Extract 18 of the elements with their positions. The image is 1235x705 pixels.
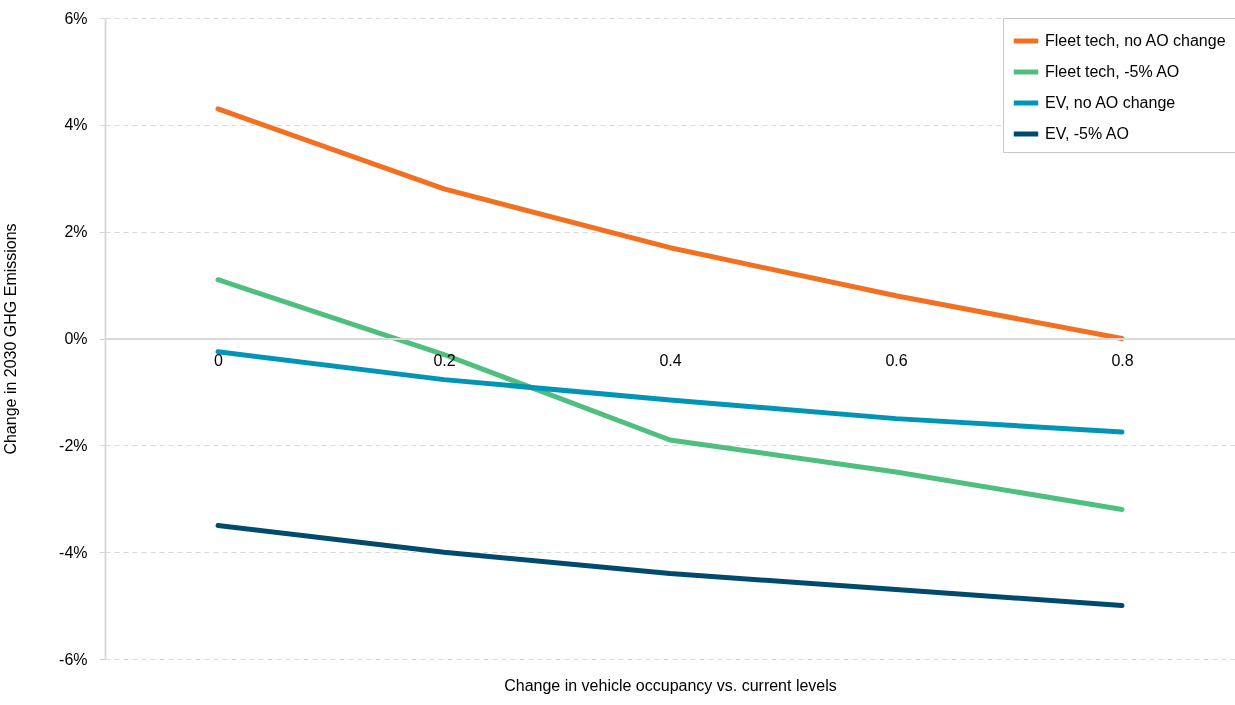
y-tick-label: 0% (64, 330, 88, 347)
x-tick-label: 0.8 (1111, 352, 1134, 369)
x-tick-label: 0.2 (433, 352, 456, 369)
x-tick-label: 0 (214, 352, 224, 369)
y-tick-label: -6% (59, 650, 88, 668)
y-axis-title: Change in 2030 GHG Emissions (2, 223, 20, 455)
legend-label: Fleet tech, -5% AO (1045, 63, 1180, 80)
y-tick-label: 6% (64, 9, 88, 27)
y-tick-label: -4% (59, 543, 88, 561)
legend-label: EV, no AO change (1045, 94, 1176, 111)
y-tick-label: -2% (59, 436, 88, 454)
x-tick-label: 0.6 (885, 352, 908, 369)
legend-label: Fleet tech, no AO change (1045, 32, 1226, 49)
x-axis-title: Change in vehicle occupancy vs. current levels (504, 676, 837, 694)
y-tick-label: 4% (64, 116, 88, 134)
x-tick-label: 0.4 (659, 352, 682, 369)
y-tick-label: 2% (64, 223, 88, 241)
legend-label: EV, -5% AO (1045, 125, 1129, 142)
